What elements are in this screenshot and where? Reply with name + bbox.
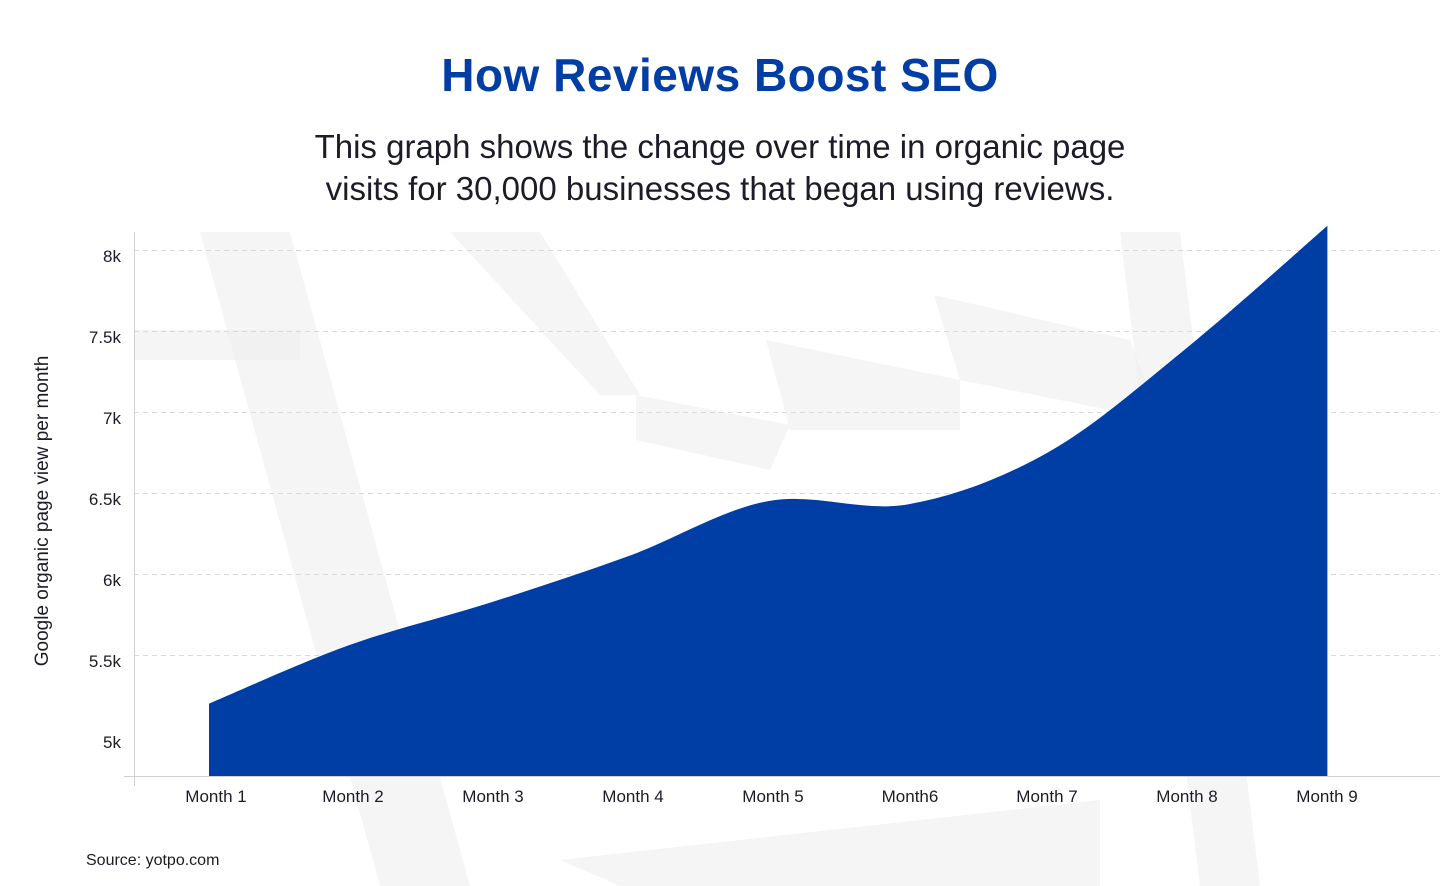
source-note: Source: yotpo.com bbox=[86, 852, 220, 869]
x-tick-label: Month 3 bbox=[462, 787, 523, 806]
y-axis-label: Google organic page view per month bbox=[32, 355, 53, 667]
x-tick-label: Month 8 bbox=[1156, 787, 1217, 806]
watermark-shape bbox=[934, 295, 1160, 420]
watermark-shape bbox=[636, 395, 790, 470]
x-tick-label: Month 9 bbox=[1296, 787, 1357, 806]
y-tick-labels: 5k 5.5k 6k 6.5k 7k 7.5k 8k bbox=[89, 247, 122, 752]
x-tick-label: Month 4 bbox=[602, 787, 663, 806]
x-tick-label: Month 1 bbox=[185, 787, 246, 806]
series-area bbox=[209, 225, 1328, 776]
y-tick-label: 5k bbox=[103, 733, 121, 752]
watermark-shape bbox=[134, 330, 300, 360]
watermark-shape bbox=[766, 340, 960, 430]
watermark-shape bbox=[450, 232, 640, 395]
watermark-shape bbox=[560, 800, 1100, 886]
x-tick-labels: Month 1 Month 2 Month 3 Month 4 Month 5 Month… bbox=[185, 787, 1357, 806]
y-tick-label: 7.5k bbox=[89, 328, 122, 347]
y-tick-label: 8k bbox=[103, 247, 121, 266]
x-tick-label: Month 7 bbox=[1016, 787, 1077, 806]
x-tick-label: Month6 bbox=[882, 787, 939, 806]
subtitle-line-2: visits for 30,000 businesses that began … bbox=[325, 170, 1115, 207]
chart-subtitle: This graph shows the change over time in… bbox=[0, 126, 1440, 210]
y-tick-label: 7k bbox=[103, 409, 121, 428]
x-tick-label: Month 2 bbox=[322, 787, 383, 806]
x-tick-label: Month 5 bbox=[742, 787, 803, 806]
subtitle-line-1: This graph shows the change over time in… bbox=[314, 128, 1126, 165]
chart-title: How Reviews Boost SEO bbox=[441, 49, 999, 101]
y-tick-label: 5.5k bbox=[89, 652, 122, 671]
y-tick-label: 6k bbox=[103, 571, 121, 590]
y-tick-label: 6.5k bbox=[89, 490, 122, 509]
